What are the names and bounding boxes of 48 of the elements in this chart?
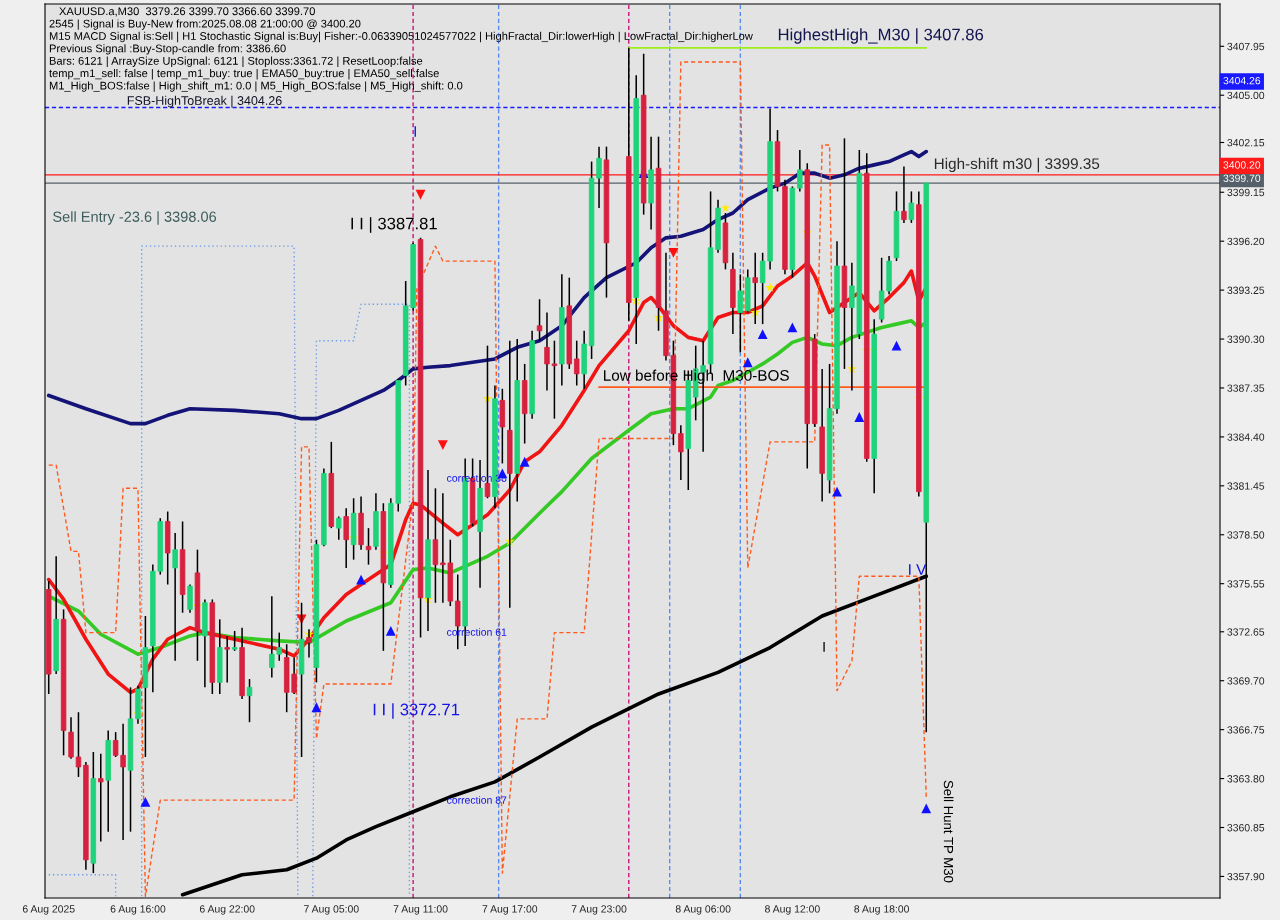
- y-tick-label: 3381.45: [1227, 482, 1265, 490]
- y-tick-label: 3405.00: [1227, 91, 1265, 100]
- y-tick-label: 3363.80: [1227, 775, 1265, 783]
- chart-title: XAUUSD.a,M30 3379.26 3399.70 3366.60 3399.70: [59, 7, 315, 17]
- annotation: Bars: 6121 | ArraySize UpSignal: 6121 | Stoploss:3361.72 | ResetLoop:false: [49, 56, 423, 68]
- ref-line-label: 3404.26: [1223, 76, 1261, 85]
- y-tick-label: 3375.55: [1227, 580, 1265, 588]
- annotation: Sell Hunt TP M30: [943, 780, 954, 883]
- x-tick-label: 6 Aug 2025: [22, 905, 75, 915]
- annotation: High-shift m30 | 3399.35: [934, 157, 1100, 173]
- annotation: M15 MACD Signal is:Sell | H1 Stochastic Signal is:Buy| Fisher:-0.06339051024577022 | HighFractal_Dir:lowerHigh | LowFractal_Dir:higherLow: [49, 31, 753, 43]
- ref-line-label: 3400.20: [1223, 161, 1261, 169]
- y-tick-label: 3399.15: [1227, 188, 1265, 197]
- annotation: I I | 3372.71: [373, 703, 460, 719]
- annotation: temp_m1_sell: false | temp_m1_buy: true | EMA50_buy:true | EMA50_sell:false: [49, 69, 439, 80]
- y-tick-label: 3360.85: [1227, 824, 1265, 832]
- x-tick-label: 7 Aug 05:00: [304, 905, 359, 915]
- y-tick-label: 3402.15: [1227, 139, 1265, 147]
- x-tick-label: 7 Aug 11:00: [393, 905, 448, 915]
- x-tick-label: 6 Aug 16:00: [110, 905, 166, 915]
- y-tick-label: 3393.25: [1227, 286, 1265, 294]
- y-tick-label: 3372.65: [1227, 628, 1265, 636]
- y-tick-label: 3390.30: [1227, 335, 1265, 343]
- y-tick-label: 3396.20: [1227, 237, 1265, 246]
- annotation: M1_High_BOS:false | High_shift_m1: 0.0 | M5_High_BOS:false | M5_High_shift: 0.0: [49, 81, 463, 92]
- y-tick-label: 3369.70: [1227, 677, 1265, 685]
- annotation: I: [823, 642, 825, 652]
- annotation: correction 87: [447, 796, 507, 804]
- annotation: I I | 3387.81: [351, 217, 437, 233]
- y-tick-label: 3384.40: [1227, 433, 1265, 441]
- y-tick-label: 3366.75: [1227, 726, 1265, 734]
- x-tick-label: 8 Aug 12:00: [765, 905, 820, 915]
- y-tick-label: 3387.35: [1227, 384, 1265, 392]
- y-tick-label: 3407.95: [1227, 42, 1265, 51]
- y-tick-label: 3357.90: [1227, 872, 1265, 881]
- annotation: Sell Entry -23.6 | 3398.06: [53, 211, 217, 225]
- x-tick-label: 7 Aug 17:00: [482, 905, 538, 915]
- annotation: FSB-HighToBreak | 3404.26: [127, 95, 282, 108]
- x-tick-label: 6 Aug 22:00: [199, 905, 255, 915]
- x-tick-label: 7 Aug 23:00: [571, 905, 627, 915]
- x-tick-label: 8 Aug 18:00: [854, 905, 910, 915]
- y-tick-label: 3378.50: [1227, 531, 1265, 539]
- annotation: 2545 | Signal is Buy-New from:2025.08.08 21:00:00 @ 3400.20: [49, 19, 361, 30]
- ref-line-label: 3399.70: [1223, 174, 1261, 182]
- x-tick-label: 8 Aug 06:00: [675, 905, 731, 915]
- annotation: I: [414, 126, 416, 137]
- annotation: HighestHigh_M30 | 3407.86: [778, 28, 984, 44]
- annotation: Previous Signal :Buy-Stop-candle from: 3386.60: [49, 44, 286, 55]
